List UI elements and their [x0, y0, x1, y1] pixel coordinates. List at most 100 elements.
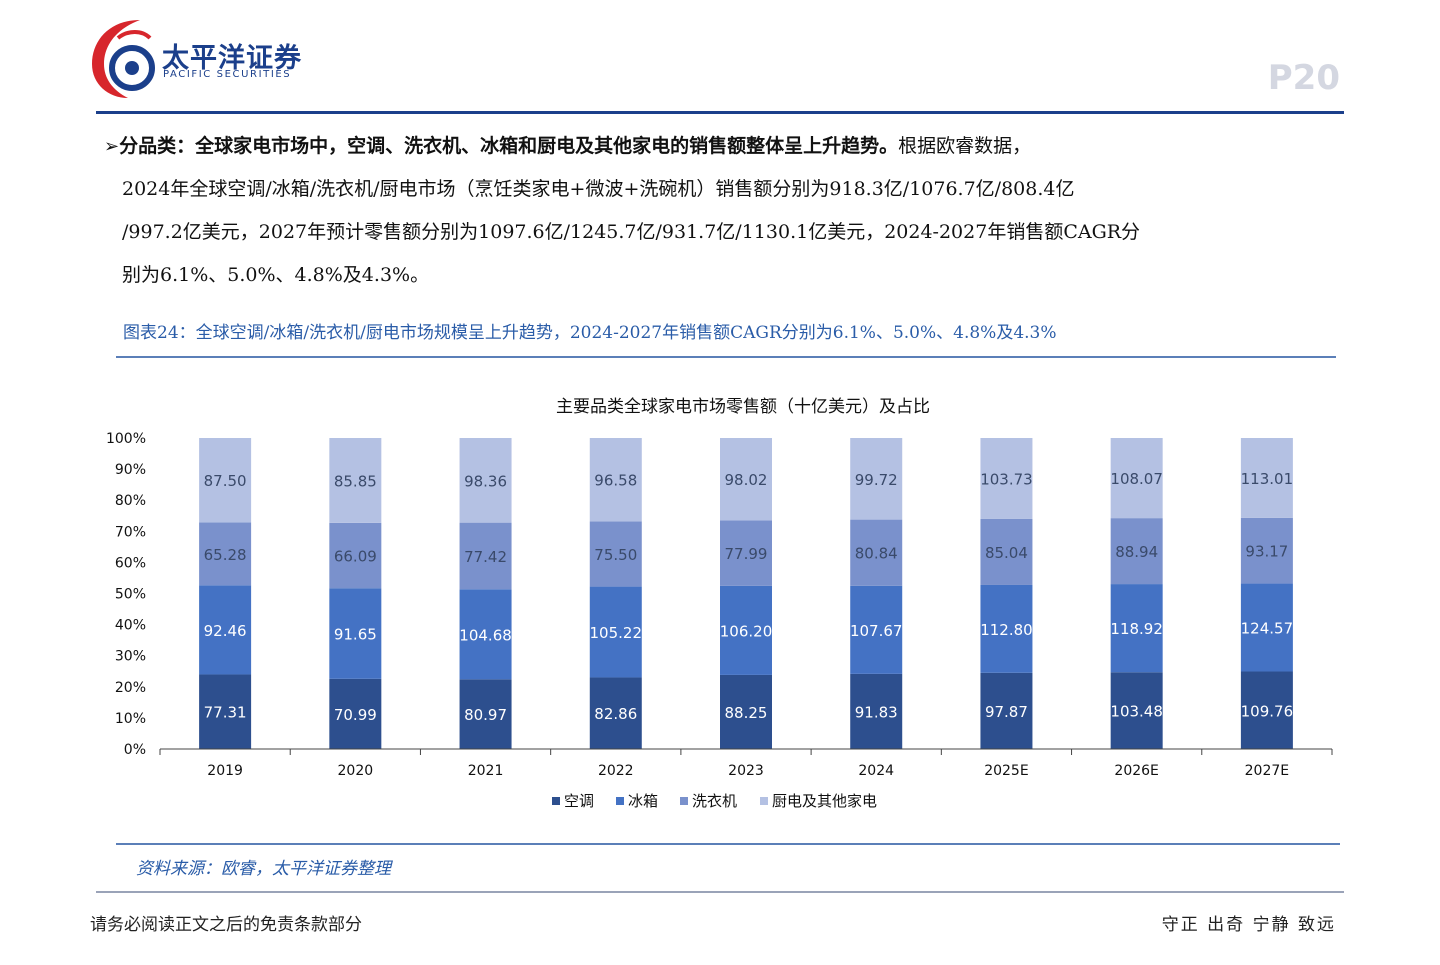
- data-label: 77.42: [464, 548, 507, 566]
- y-tick-label: 40%: [115, 618, 146, 634]
- paragraph-line-1: ➢分品类：全球家电市场中，空调、洗衣机、冰箱和厨电及其他家电的销售额整体呈上升趋…: [104, 125, 1031, 168]
- x-tick-label: 2021: [468, 763, 504, 779]
- paragraph-line-4: 别为6.1%、5.0%、4.8%及4.3%。: [122, 264, 430, 286]
- data-label: 109.76: [1241, 702, 1294, 720]
- data-label: 124.57: [1241, 620, 1294, 638]
- footer-motto: 守正 出奇 宁静 致远: [1161, 915, 1336, 935]
- data-label: 107.67: [850, 622, 903, 640]
- data-label: 105.22: [590, 624, 643, 642]
- paragraph-text: 根据欧睿数据，: [898, 135, 1032, 157]
- x-tick-label: 2020: [338, 763, 374, 779]
- bar-segment-1: [850, 673, 903, 749]
- data-label: 85.85: [334, 472, 377, 490]
- bar-segment-4: [459, 438, 512, 523]
- data-label: 96.58: [594, 472, 637, 490]
- bar-segment-1: [589, 677, 642, 749]
- y-tick-label: 10%: [115, 711, 146, 727]
- paragraph-line-3: /997.2亿美元，2027年预计零售额分别为1097.6亿/1245.7亿/9…: [122, 221, 1141, 243]
- bar-segment-2: [589, 586, 642, 678]
- y-tick-label: 70%: [115, 524, 146, 540]
- legend-label: 冰箱: [628, 792, 658, 810]
- legend-swatch: [552, 797, 560, 805]
- data-label: 87.50: [204, 472, 247, 490]
- bar-segment-4: [199, 438, 252, 523]
- x-axis: 2019 2020 2021 2022 2023 2024 2025E 2026E 2027E: [159, 748, 1333, 779]
- data-label: 75.50: [594, 546, 637, 564]
- bar-segment-3: [459, 522, 512, 590]
- figure-source: 资料来源：欧睿，太平洋证券整理: [136, 859, 391, 879]
- y-tick-label: 100%: [106, 431, 146, 447]
- bar-segment-2: [459, 589, 512, 680]
- data-label: 88.25: [725, 704, 768, 722]
- bar-segment-3: [589, 521, 642, 587]
- data-label: 92.46: [204, 622, 247, 640]
- data-label: 80.97: [464, 706, 507, 724]
- data-label: 113.01: [1241, 470, 1294, 488]
- x-tick-label: 2025E: [984, 763, 1028, 779]
- data-label: 65.28: [204, 546, 247, 564]
- y-tick-label: 80%: [115, 493, 146, 509]
- footer-disclaimer: 请务必阅读正文之后的免责条款部分: [90, 915, 362, 935]
- data-label: 103.48: [1110, 703, 1163, 721]
- data-label: 93.17: [1245, 543, 1288, 561]
- y-tick-label: 0%: [124, 742, 146, 758]
- logo-name-cn: 太平洋证券: [162, 43, 302, 74]
- bar-segment-1: [720, 674, 772, 749]
- data-label: 99.72: [855, 471, 898, 489]
- bar-segment-1: [980, 672, 1033, 749]
- x-tick-label: 2023: [728, 763, 764, 779]
- stacked-bar-chart: 主要品类全球家电市场零售额（十亿美元）及占比 0% 10% 20% 30% 40% 50%…: [106, 397, 1333, 810]
- data-label: 103.73: [980, 470, 1033, 488]
- logo-mark: [92, 20, 155, 98]
- bar-segment-3: [329, 522, 382, 589]
- x-tick-label: 2024: [858, 763, 894, 779]
- data-label: 112.80: [980, 621, 1033, 639]
- chart-legend: 空调 冰箱 洗衣机 厨电及其他家电: [552, 792, 877, 810]
- bar-segment-1: [199, 674, 252, 749]
- bar-segment-2: [1110, 584, 1163, 673]
- bar-segment-4: [589, 438, 642, 522]
- legend-label: 空调: [564, 792, 594, 810]
- data-label: 77.31: [204, 704, 247, 722]
- bars-group: 77.31 92.46 65.28 87.50 70.99 91.65 66.09 85.85…: [199, 438, 1293, 749]
- bar-segment-2: [980, 584, 1033, 673]
- legend-swatch: [680, 797, 688, 805]
- bullet-arrow-icon: ➢: [104, 136, 120, 157]
- x-tick-label: 2019: [207, 763, 243, 779]
- x-tick-label: 2026E: [1114, 763, 1158, 779]
- data-label: 106.20: [720, 622, 773, 640]
- bar-segment-4: [329, 438, 382, 523]
- data-label: 104.68: [459, 626, 512, 644]
- data-label: 88.94: [1115, 543, 1158, 561]
- bar-segment-2: [720, 585, 772, 675]
- bar-segment-1: [1240, 671, 1293, 749]
- y-axis: 0% 10% 20% 30% 40% 50% 60% 70% 80% 90% 100%: [106, 431, 146, 758]
- header-divider: [96, 111, 1344, 114]
- legend-swatch: [616, 797, 624, 805]
- data-label: 77.99: [725, 545, 768, 563]
- legend-swatch: [760, 797, 768, 805]
- paragraph-line-2: 2024年全球空调/冰箱/洗衣机/厨电市场（烹饪类家电+微波+洗碗机）销售额分别…: [122, 178, 1075, 200]
- bar-segment-3: [199, 522, 252, 586]
- bar-segment-4: [980, 438, 1033, 519]
- bar-segment-1: [329, 678, 382, 749]
- footer-divider: [96, 891, 1344, 893]
- data-label: 70.99: [334, 706, 377, 724]
- data-label: 82.86: [594, 705, 637, 723]
- x-tick-label: 2027E: [1245, 763, 1289, 779]
- data-label: 108.07: [1110, 470, 1163, 488]
- data-label: 80.84: [855, 545, 898, 563]
- legend-label: 洗衣机: [692, 792, 737, 810]
- figure-caption: 图表24：全球空调/冰箱/洗衣机/厨电市场规模呈上升趋势，2024-2027年销…: [123, 323, 1057, 343]
- data-label: 91.65: [334, 626, 377, 644]
- source-divider: [116, 843, 1340, 845]
- bar-segment-1: [1110, 672, 1163, 749]
- data-label: 118.92: [1110, 620, 1163, 638]
- caption-divider: [116, 356, 1336, 358]
- bar-segment-4: [850, 438, 903, 520]
- bar-segment-2: [1240, 583, 1293, 672]
- y-tick-label: 30%: [115, 649, 146, 665]
- data-label: 91.83: [855, 703, 898, 721]
- bar-segment-4: [720, 438, 772, 521]
- data-label: 98.02: [725, 471, 768, 489]
